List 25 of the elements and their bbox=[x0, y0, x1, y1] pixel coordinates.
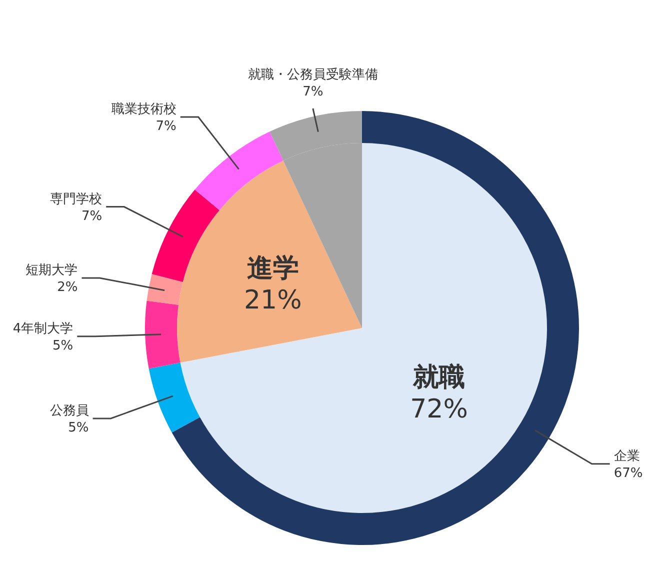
donut-slice bbox=[194, 132, 284, 210]
data-label: 21% bbox=[244, 286, 302, 316]
data-label: 5% bbox=[52, 338, 74, 354]
donut-slice bbox=[145, 300, 180, 369]
data-label: 7% bbox=[81, 208, 102, 224]
data-label: 72% bbox=[410, 394, 468, 425]
donut-slice bbox=[152, 190, 220, 282]
slice-label: 短期大学 bbox=[26, 262, 78, 278]
slice-label: 4年制大学 bbox=[12, 321, 74, 336]
slice-label: 専門学校 bbox=[50, 192, 102, 207]
data-label: 67% bbox=[614, 466, 643, 481]
donut-slice bbox=[148, 362, 200, 433]
slice-label: 進学 bbox=[246, 254, 299, 284]
slice-label: 職業技術校 bbox=[111, 102, 176, 118]
slice-label: 就職・公務員受験準備 bbox=[248, 67, 378, 82]
data-label: 2% bbox=[57, 280, 78, 295]
data-label: 5% bbox=[68, 420, 89, 436]
slice-label: 公務員 bbox=[50, 403, 89, 418]
data-label: 7% bbox=[156, 119, 176, 134]
donut-slice bbox=[146, 274, 183, 305]
pie-slice bbox=[177, 160, 362, 363]
data-label: 7% bbox=[302, 84, 324, 100]
slice-label: 企業 bbox=[614, 448, 640, 464]
pie-slice bbox=[180, 143, 547, 513]
slice-label: 就職 bbox=[412, 362, 466, 393]
